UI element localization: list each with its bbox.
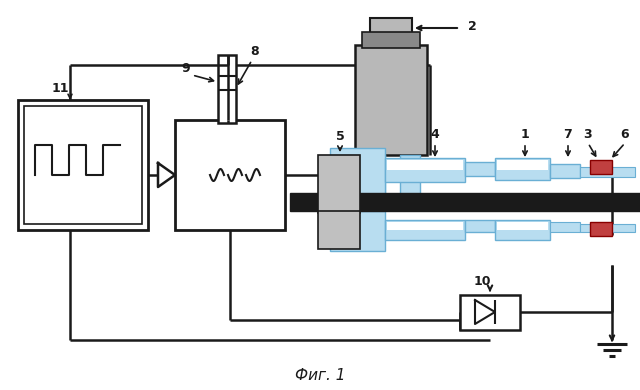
Bar bbox=[318, 211, 360, 249]
Bar bbox=[362, 32, 420, 48]
Text: 11: 11 bbox=[51, 82, 68, 95]
Bar bbox=[24, 106, 142, 224]
Text: 3: 3 bbox=[584, 128, 592, 141]
Text: 1: 1 bbox=[520, 128, 529, 141]
Bar bbox=[218, 55, 236, 123]
Bar bbox=[580, 167, 635, 177]
Bar bbox=[175, 120, 285, 230]
Bar bbox=[495, 158, 550, 180]
Bar bbox=[387, 222, 463, 230]
Text: 7: 7 bbox=[564, 128, 572, 141]
Bar bbox=[580, 224, 635, 232]
Text: 6: 6 bbox=[621, 128, 629, 141]
Bar bbox=[290, 193, 640, 211]
Text: Фиг. 1: Фиг. 1 bbox=[295, 367, 345, 383]
Bar bbox=[550, 222, 580, 232]
Bar bbox=[355, 45, 427, 155]
Bar bbox=[497, 222, 548, 230]
Bar bbox=[318, 155, 360, 213]
Text: 8: 8 bbox=[250, 45, 259, 58]
Bar bbox=[590, 222, 612, 236]
Bar bbox=[465, 162, 495, 176]
Bar bbox=[385, 220, 465, 240]
Bar bbox=[387, 160, 463, 170]
Bar bbox=[365, 155, 385, 195]
Bar bbox=[590, 160, 612, 174]
Bar bbox=[465, 220, 495, 232]
Bar bbox=[18, 100, 148, 230]
Bar bbox=[460, 295, 520, 330]
Bar bbox=[400, 155, 420, 195]
Bar bbox=[495, 220, 550, 240]
Text: 10: 10 bbox=[473, 275, 491, 288]
Bar bbox=[370, 18, 412, 46]
Text: 9: 9 bbox=[181, 62, 190, 75]
Bar bbox=[550, 164, 580, 178]
Text: 4: 4 bbox=[431, 128, 440, 141]
Bar bbox=[330, 148, 385, 195]
Bar bbox=[330, 211, 385, 251]
Text: 5: 5 bbox=[335, 130, 344, 143]
Text: 2: 2 bbox=[468, 20, 477, 33]
Bar bbox=[497, 160, 548, 170]
Bar bbox=[385, 158, 465, 182]
